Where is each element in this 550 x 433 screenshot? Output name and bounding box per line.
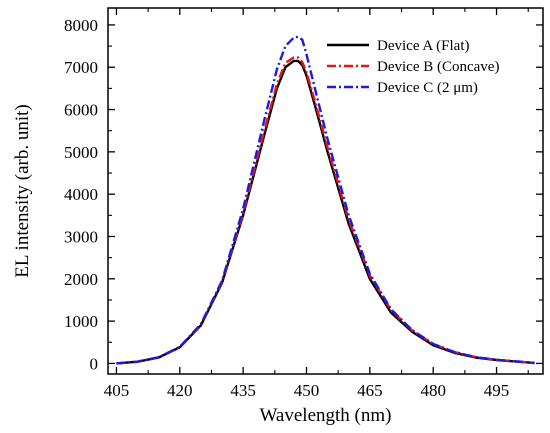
x-tick-label: 450 <box>294 381 320 400</box>
y-tick-label: 8000 <box>64 16 98 35</box>
x-axis-title: Wavelength (nm) <box>260 405 392 426</box>
series-line-3 <box>116 35 535 365</box>
x-tick-label: 480 <box>420 381 446 400</box>
y-tick-label: 6000 <box>64 101 98 120</box>
legend-label-2: Device B (Concave) <box>377 59 499 75</box>
y-tick-label: 4000 <box>64 185 98 204</box>
y-tick-label: 5000 <box>64 143 98 162</box>
x-tick-label: 405 <box>104 381 130 400</box>
y-tick-label: 0 <box>90 354 99 373</box>
legend-label-1: Device A (Flat) <box>377 38 469 54</box>
x-tick-label: 420 <box>167 381 193 400</box>
y-tick-label: 2000 <box>64 270 98 289</box>
x-tick-label: 465 <box>357 381 383 400</box>
axes-layer: 405 420 435 450 465 480 495 0 1000 2000 3000 4000 50… <box>64 7 544 400</box>
legend-label-3: Device C (2 μm) <box>377 80 478 96</box>
x-tick-label: 495 <box>484 381 510 400</box>
x-tick-label: 435 <box>230 381 256 400</box>
plot-frame <box>107 7 544 375</box>
y-axis-title: EL intensity (arb. unit) <box>12 104 33 277</box>
legend: Device A (Flat) Device B (Concave) Device … <box>327 38 499 96</box>
y-tick-label: 1000 <box>64 312 98 331</box>
series-layer <box>116 35 535 365</box>
y-tick-label: 3000 <box>64 227 98 246</box>
y-tick-label: 7000 <box>64 58 98 77</box>
